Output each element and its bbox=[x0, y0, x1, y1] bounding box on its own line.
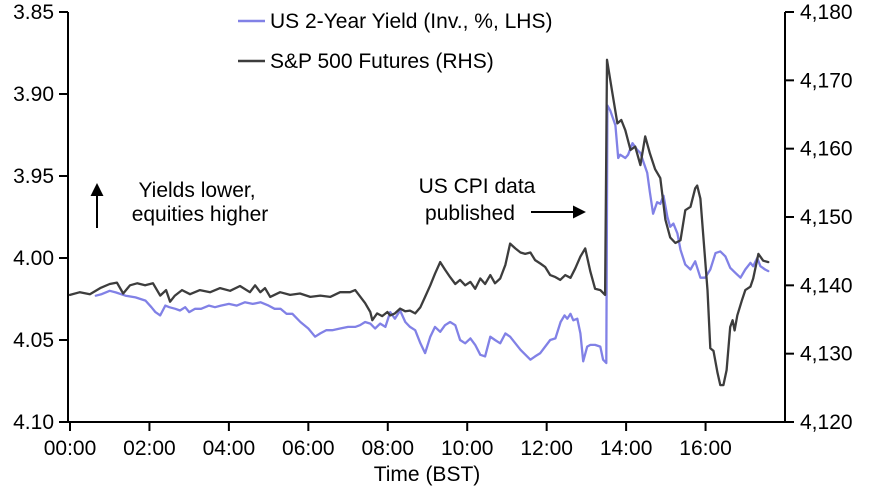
x-axis-tick-label: 04:00 bbox=[203, 437, 256, 460]
axes: 3.85 3.90 3.95 4.00 4.05 4.10 4,180 4,170 4,160 4… bbox=[13, 1, 852, 460]
x-axis-tick-label: 14:00 bbox=[600, 437, 653, 460]
yield-line bbox=[94, 104, 770, 365]
annotation-yields-lower-line2: equities higher bbox=[132, 203, 269, 226]
legend-label-yield: US 2-Year Yield (Inv., %, LHS) bbox=[270, 10, 552, 33]
right-axis-tick-label: 4,180 bbox=[800, 1, 853, 24]
left-axis-tick-label: 3.85 bbox=[13, 1, 54, 24]
x-axis-tick-label: 12:00 bbox=[520, 437, 573, 460]
left-axis-tick-label: 4.00 bbox=[13, 247, 54, 270]
left-axis-tick-label: 3.90 bbox=[13, 83, 54, 106]
x-axis-tick-label: 10:00 bbox=[441, 437, 494, 460]
left-axis-tick-label: 3.95 bbox=[13, 165, 54, 188]
annotation-yields-lower: Yields lower, equities higher bbox=[90, 179, 269, 228]
right-axis-tick-label: 4,140 bbox=[800, 274, 853, 297]
x-axis-tick-label: 02:00 bbox=[123, 437, 176, 460]
right-axis-tick-label: 4,170 bbox=[800, 69, 853, 92]
annotation-cpi-published: US CPI data published bbox=[419, 175, 586, 225]
left-axis-tick-label: 4.05 bbox=[13, 329, 54, 352]
x-axis-tick-label: 06:00 bbox=[282, 437, 335, 460]
x-axis-tick-label: 00:00 bbox=[44, 437, 97, 460]
left-axis-tick-label: 4.10 bbox=[13, 411, 54, 434]
series-lines bbox=[68, 58, 770, 387]
annotation-cpi-line1: US CPI data bbox=[419, 175, 536, 198]
x-axis-tick-label: 08:00 bbox=[361, 437, 414, 460]
right-axis-tick-label: 4,120 bbox=[800, 411, 853, 434]
annotation-cpi-line2: published bbox=[425, 202, 515, 225]
x-axis-title: Time (BST) bbox=[374, 463, 481, 486]
sp500-line bbox=[68, 58, 770, 387]
right-axis-tick-label: 4,150 bbox=[800, 206, 853, 229]
legend: US 2-Year Yield (Inv., %, LHS) S&P 500 F… bbox=[238, 10, 552, 73]
right-axis-tick-label: 4,160 bbox=[800, 138, 853, 161]
right-axis-tick-label: 4,130 bbox=[800, 343, 853, 366]
x-axis-tick-label: 16:00 bbox=[679, 437, 732, 460]
annotation-yields-lower-line1: Yields lower, bbox=[138, 179, 255, 202]
legend-label-sp500: S&P 500 Futures (RHS) bbox=[270, 50, 494, 73]
